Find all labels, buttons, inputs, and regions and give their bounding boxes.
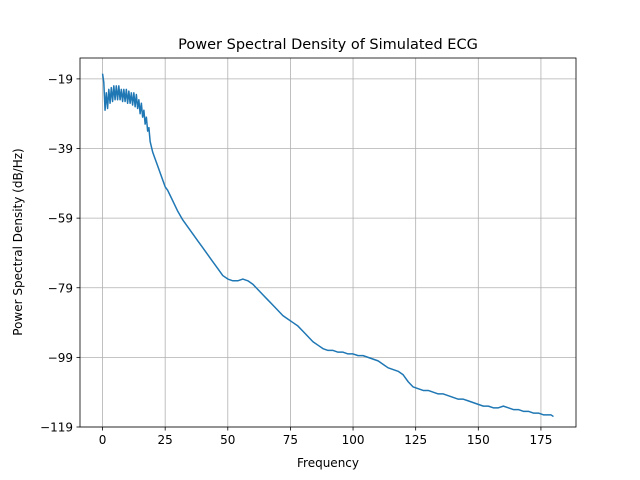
- y-tick-label: −119: [40, 421, 73, 435]
- chart-title: Power Spectral Density of Simulated ECG: [178, 37, 478, 53]
- y-tick-label: −99: [48, 351, 73, 365]
- x-axis-ticks: 0 25 50 75 100 125 150 175: [99, 427, 552, 447]
- x-tick-label: 25: [158, 433, 173, 447]
- x-tick-label: 100: [342, 433, 365, 447]
- x-tick-label: 50: [220, 433, 235, 447]
- plot-area-frame: [79, 57, 577, 428]
- y-axis-ticks: −119 −99 −79 −59 −39 −19: [40, 72, 80, 435]
- psd-line: [101, 73, 554, 418]
- x-tick-label: 75: [283, 433, 298, 447]
- y-axis-label: Power Spectral Density (dB/Hz): [11, 148, 25, 335]
- grid-lines: [80, 58, 576, 428]
- x-tick-label: 175: [529, 433, 552, 447]
- y-tick-label: −39: [48, 142, 73, 156]
- x-tick-label: 125: [404, 433, 427, 447]
- y-tick-label: −59: [48, 212, 73, 226]
- x-tick-label: 150: [467, 433, 490, 447]
- y-tick-label: −19: [48, 72, 73, 86]
- y-tick-label: −79: [48, 281, 73, 295]
- psd-series: [101, 73, 554, 418]
- x-axis-label: Frequency: [297, 456, 359, 470]
- x-tick-label: 0: [99, 433, 107, 447]
